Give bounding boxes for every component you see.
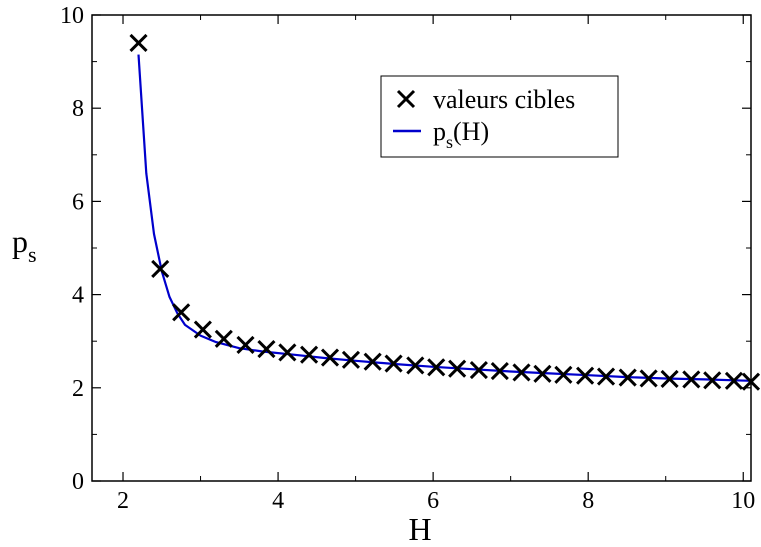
data-point-stroke — [576, 366, 595, 385]
data-point-stroke — [554, 365, 573, 384]
data-point — [427, 358, 446, 377]
data-point-stroke — [278, 343, 297, 362]
data-point — [469, 361, 488, 380]
legend: valeurs cibles ps(H) — [380, 75, 619, 158]
data-point-stroke — [151, 259, 170, 279]
data-point-stroke — [618, 368, 637, 387]
data-point — [741, 372, 761, 391]
data-point-stroke — [469, 361, 488, 380]
data-point-stroke — [300, 345, 319, 364]
data-point-stroke — [406, 356, 425, 375]
data-point-stroke — [639, 369, 658, 388]
x-tick-label: 6 — [427, 488, 439, 514]
data-point — [406, 356, 425, 375]
data-point-stroke — [490, 361, 509, 381]
data-point-stroke — [384, 354, 403, 373]
data-point-stroke — [682, 370, 701, 389]
y-tick-label: 10 — [60, 3, 84, 29]
data-point — [618, 368, 637, 387]
data-point-stroke — [596, 367, 616, 386]
y-tick-label: 6 — [72, 189, 84, 215]
data-point-stroke — [363, 352, 382, 371]
data-point — [512, 363, 531, 382]
y-axis-title: ps — [12, 223, 37, 267]
y-tick-label: 0 — [72, 469, 84, 495]
data-point-stroke — [236, 335, 255, 354]
data-point — [151, 259, 170, 279]
data-point-stroke — [320, 348, 340, 367]
legend-curve-suffix: (H) — [453, 117, 489, 146]
data-point — [193, 320, 212, 339]
data-point — [278, 343, 297, 362]
data-point-stroke — [341, 350, 361, 369]
data-point — [724, 371, 744, 390]
data-point-stroke — [257, 340, 276, 359]
legend-marker-x — [396, 89, 416, 109]
data-point — [300, 345, 319, 364]
legend-curve-main: p — [433, 117, 446, 146]
y-tick-label: 2 — [72, 376, 84, 402]
x-tick-label: 8 — [582, 488, 594, 514]
data-point-stroke — [129, 33, 148, 53]
data-point — [576, 366, 595, 385]
x-tick-label: 4 — [272, 488, 284, 514]
data-point — [236, 335, 255, 354]
legend-box — [380, 75, 619, 158]
data-point-stroke — [172, 303, 191, 322]
data-point — [703, 371, 722, 390]
data-point — [639, 369, 658, 388]
data-point — [341, 350, 361, 369]
data-point-stroke — [724, 371, 744, 390]
y-tick-label: 8 — [72, 96, 84, 122]
data-point-stroke — [427, 358, 446, 377]
data-point — [214, 329, 233, 348]
data-point — [257, 340, 276, 359]
data-point-stroke — [448, 359, 467, 378]
y-tick-label: 4 — [72, 283, 84, 309]
data-point — [320, 348, 340, 367]
y-axis-title-main: p — [12, 223, 28, 259]
y-axis-title-sub: s — [28, 242, 37, 267]
data-point-stroke — [703, 371, 722, 390]
data-point-stroke — [214, 329, 233, 348]
data-point — [533, 364, 552, 383]
x-tick-label: 2 — [117, 488, 129, 514]
legend-label-targets: valeurs cibles — [433, 85, 575, 114]
data-point-stroke — [660, 369, 679, 389]
data-point — [682, 370, 701, 389]
data-point — [363, 352, 382, 371]
axis-ticks: 2 4 6 8 10 0 2 4 6 8 10 — [60, 3, 755, 514]
data-point — [596, 367, 616, 386]
data-point — [490, 361, 509, 381]
legend-label-curve: ps(H) — [433, 117, 489, 152]
data-point-stroke — [512, 363, 531, 382]
data-point — [384, 354, 403, 373]
x-tick-label: 10 — [731, 488, 755, 514]
data-point — [448, 359, 467, 378]
data-point — [129, 33, 148, 53]
data-point — [660, 369, 679, 389]
x-axis-title: H — [408, 511, 431, 547]
data-point — [554, 365, 573, 384]
data-point-stroke — [741, 372, 761, 391]
data-point-stroke — [533, 364, 552, 383]
data-point-stroke — [193, 320, 212, 339]
marker-layer — [129, 33, 761, 391]
legend-curve-sub: s — [446, 132, 453, 152]
data-point — [172, 303, 191, 322]
